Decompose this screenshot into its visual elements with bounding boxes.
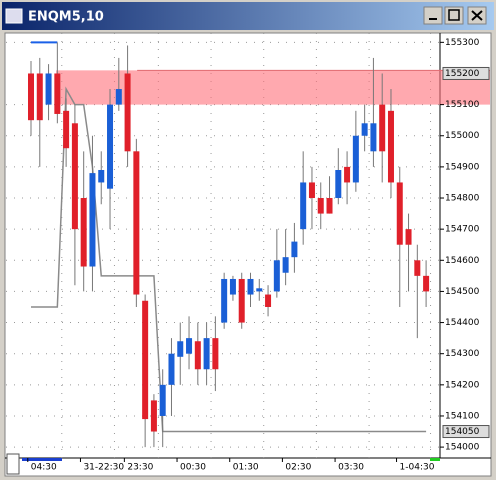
y-tick-label: 154400	[445, 318, 480, 328]
candle-body	[124, 73, 131, 152]
y-tick-label: 154100	[445, 411, 480, 421]
app-icon	[5, 8, 23, 24]
candle-body	[423, 275, 430, 292]
y-tick-label: 154600	[445, 256, 480, 266]
plot	[6, 33, 490, 458]
candle-body	[238, 278, 245, 323]
y-tick-label: 154800	[445, 194, 480, 204]
price-marker-label: 154050	[445, 427, 480, 437]
scroll-indicator	[22, 458, 62, 461]
x-tick-label: 1-04:30	[400, 463, 435, 473]
candle-body	[71, 123, 78, 230]
candle-body	[177, 341, 184, 357]
window-title: ENQM5,10	[28, 10, 104, 25]
candle-body	[326, 198, 333, 214]
candle-body	[142, 300, 149, 420]
y-tick-label: 154900	[445, 162, 480, 172]
candle-body	[361, 123, 368, 136]
scroll-box[interactable]	[6, 453, 20, 475]
candle-body	[229, 278, 236, 295]
candle-body	[54, 73, 61, 114]
y-tick-label: 154200	[445, 380, 480, 390]
x-tick-label: 04:30	[31, 463, 57, 473]
candle-body	[203, 338, 210, 370]
candle-body	[98, 169, 105, 183]
candle-body	[405, 229, 412, 245]
candle-body	[265, 294, 272, 307]
indicator-line	[31, 86, 427, 433]
close-glyph	[471, 10, 483, 21]
candle-body	[396, 182, 403, 245]
candle-body	[89, 173, 96, 267]
candle-body	[335, 169, 342, 199]
y-tick-label: 154300	[445, 349, 480, 359]
x-tick-label: 23:30	[127, 463, 153, 473]
x-tick-label: 01:30	[233, 463, 259, 473]
candle-body	[107, 104, 114, 189]
candle-body	[317, 198, 324, 214]
candle-body	[45, 73, 52, 105]
y-tick-label: 155000	[445, 131, 480, 141]
x-tick-label: 03:30	[338, 463, 364, 473]
price-marker	[442, 66, 490, 80]
candle-body	[387, 110, 394, 183]
candle-body	[414, 260, 421, 276]
y-tick-label: 154500	[445, 287, 480, 297]
candle-body	[63, 110, 70, 149]
candle-body	[212, 338, 219, 370]
x-tick-label: 00:30	[180, 463, 206, 473]
price-marker-label: 155200	[445, 69, 480, 79]
candle-body	[36, 73, 43, 121]
candle-body	[344, 166, 351, 183]
candle-body	[221, 278, 228, 323]
title-bar	[2, 2, 494, 30]
candle-body	[308, 182, 315, 199]
candle-body	[370, 123, 377, 152]
candle-body	[28, 73, 34, 121]
candle-body	[379, 104, 386, 152]
candle-body	[186, 338, 193, 354]
candle-body	[194, 341, 201, 370]
y-tick-label: 155100	[445, 100, 480, 110]
candle-body	[273, 260, 280, 292]
candle-body	[133, 151, 140, 295]
live-indicator	[430, 458, 440, 461]
minimize-button[interactable]	[423, 6, 443, 25]
y-tick-label: 154000	[445, 443, 480, 453]
candle-body	[168, 353, 175, 385]
candle-body	[115, 89, 122, 105]
candle-body	[300, 182, 307, 230]
candle-body	[150, 400, 157, 432]
y-tick-label: 154700	[445, 225, 480, 235]
candle-body	[247, 278, 254, 295]
price-marker	[442, 425, 490, 439]
maximize-glyph	[448, 9, 460, 21]
window-buttons[interactable]	[423, 6, 487, 25]
candle-body	[159, 384, 166, 416]
x-tick-label: 02:30	[285, 463, 311, 473]
y-tick-label: 155300	[445, 38, 480, 48]
x-tick-label: 31-22:30	[83, 463, 124, 473]
candle-body	[291, 241, 298, 258]
candle-body	[80, 198, 87, 267]
candle-body	[282, 257, 289, 273]
candle-body	[352, 135, 359, 183]
candle-body	[256, 288, 263, 292]
